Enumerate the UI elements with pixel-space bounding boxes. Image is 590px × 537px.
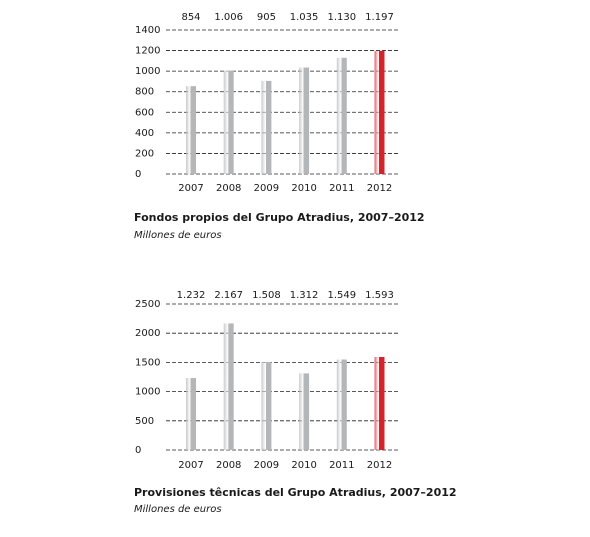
value-label: 1.312 [290, 290, 319, 301]
bar [223, 70, 234, 174]
y-tick-label: 1200 [135, 46, 160, 57]
y-tick-label: 1500 [135, 357, 160, 368]
value-label: 1.197 [365, 12, 394, 23]
chart-title: Provisiones têcnicas del Grupo Atradius,… [134, 486, 457, 499]
value-label: 854 [181, 12, 200, 23]
x-tick-label: 2010 [291, 183, 316, 194]
y-tick-label: 400 [135, 128, 154, 139]
x-tick-label: 2012 [367, 183, 392, 194]
value-label: 1.232 [177, 290, 206, 301]
y-tick-label: 1000 [135, 66, 160, 77]
value-label: 1.593 [365, 290, 394, 301]
y-tick-label: 600 [135, 107, 154, 118]
value-label: 2.167 [214, 290, 243, 301]
x-tick-label: 2007 [178, 183, 203, 194]
value-label: 1.130 [327, 12, 356, 23]
x-tick-label: 2012 [367, 460, 392, 471]
bar [186, 378, 196, 450]
x-tick-label: 2009 [254, 460, 279, 471]
y-tick-label: 1400 [135, 25, 160, 36]
bar [336, 57, 347, 175]
value-label: 1.006 [214, 12, 243, 23]
x-tick-label: 2008 [216, 460, 241, 471]
chart-title: Fondos propios del Grupo Atradius, 2007–… [134, 211, 425, 224]
bar [336, 359, 347, 450]
bar [261, 361, 272, 450]
x-tick-label: 2007 [178, 460, 203, 471]
value-label: 905 [257, 12, 276, 23]
value-label: 1.035 [290, 12, 319, 23]
bar [299, 373, 310, 450]
x-tick-label: 2009 [254, 183, 279, 194]
bar [374, 356, 385, 450]
y-tick-label: 2000 [135, 328, 160, 339]
bar [186, 86, 196, 174]
x-tick-label: 2011 [329, 183, 354, 194]
x-tick-label: 2008 [216, 183, 241, 194]
bar [299, 67, 310, 174]
x-tick-label: 2011 [329, 460, 354, 471]
bar [261, 80, 272, 174]
bar [374, 50, 385, 174]
chart-subtitle: Millones de euros [134, 230, 222, 241]
y-tick-label: 1000 [135, 387, 160, 398]
y-tick-label: 2500 [135, 299, 160, 310]
chart-subtitle: Millones de euros [134, 504, 222, 515]
value-label: 1.508 [252, 290, 281, 301]
bar [223, 323, 234, 450]
y-tick-label: 0 [135, 445, 141, 456]
value-label: 1.549 [327, 290, 356, 301]
y-tick-label: 200 [135, 148, 154, 159]
y-tick-label: 0 [135, 169, 141, 180]
y-tick-label: 800 [135, 87, 154, 98]
x-tick-label: 2010 [291, 460, 316, 471]
y-tick-label: 500 [135, 416, 154, 427]
